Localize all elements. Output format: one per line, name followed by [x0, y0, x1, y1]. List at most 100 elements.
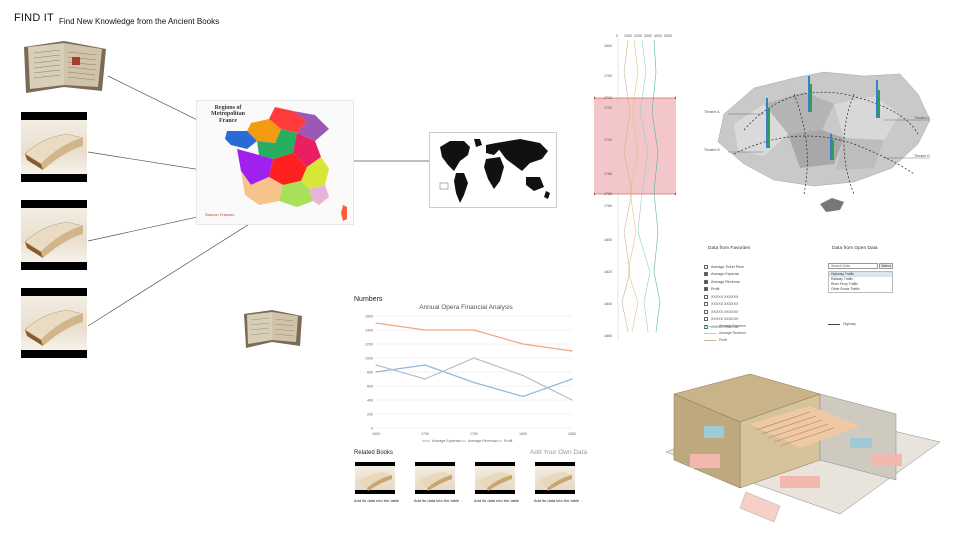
france-map-title: Regions of Metropolitan France	[211, 105, 245, 124]
checkbox-checked[interactable]	[704, 279, 708, 284]
favorites-checkbox-row[interactable]: Average Ticket Price	[704, 263, 744, 270]
book-icon	[478, 472, 512, 491]
data-point	[424, 364, 426, 366]
timeline-highlight-band	[594, 98, 676, 194]
open-data-option[interactable]: Other Route Traffic	[831, 287, 860, 291]
related-book-4[interactable]	[535, 462, 575, 494]
checkbox-label: XXXXX XXXXXX	[711, 302, 739, 306]
line-chart-svg: 0 200 400 600 800 1000 1200 1400 1600 1600 1700 175…	[365, 315, 576, 444]
favorites-data-panel: Data from Favorites Average Ticket Price…	[702, 246, 812, 346]
related-book-caption: Add its data into the table	[354, 498, 400, 503]
app-brand: FIND IT	[14, 12, 54, 24]
theatre-bars	[766, 76, 880, 160]
y-tick-label: 0	[371, 427, 373, 431]
open-data-option[interactable]: Railway Traffic	[831, 277, 853, 281]
favorites-checkbox-row[interactable]: Average Expense	[704, 271, 739, 278]
open-data-select-button[interactable]: Select	[879, 263, 893, 269]
checkbox-unchecked[interactable]	[704, 309, 708, 314]
closed-book-image	[24, 309, 85, 346]
open-book-image	[244, 310, 302, 348]
checkbox-label: XXXXX XXXXXX	[711, 324, 739, 329]
timeline-top-tick: 2000	[634, 34, 642, 38]
favorites-legend-row: Average Expense	[704, 324, 746, 328]
checkbox-unchecked[interactable]	[704, 324, 708, 329]
ancient-book-open[interactable]	[20, 35, 108, 97]
closed-book-image	[24, 221, 85, 258]
related-book-3[interactable]	[475, 462, 515, 494]
add-own-data-link[interactable]: Add Your Own Data	[530, 449, 588, 456]
favorites-checkbox-row[interactable]: XXXXX XXXXXX	[704, 323, 738, 330]
ancient-book-small[interactable]	[242, 306, 304, 352]
favorites-checkbox-row[interactable]: XXXXX XXXXXX	[704, 308, 738, 315]
world-map[interactable]	[429, 132, 557, 208]
timeline-year-tick: 1820	[604, 270, 612, 274]
open-data-options-list[interactable]: Highway Traffic Railway Traffic River Ferr…	[828, 271, 893, 293]
timeline-svg	[592, 38, 678, 340]
checkbox-label: Average Ticket Price	[711, 264, 744, 269]
numbers-label: Numbers	[354, 296, 383, 303]
checkbox-unchecked[interactable]	[704, 302, 708, 306]
favorites-checkbox-row[interactable]: Average Revenue	[704, 278, 740, 285]
y-tick-label: 1000	[365, 357, 373, 361]
ancient-book-1[interactable]	[21, 112, 87, 182]
data-point	[571, 399, 573, 401]
france-regions-map[interactable]: Regions of Metropolitan France Source: F…	[196, 100, 354, 225]
y-tick-label: 1200	[365, 343, 373, 347]
related-books-label: Related Books	[354, 450, 394, 456]
related-book-1[interactable]	[355, 462, 395, 494]
book-icon	[538, 472, 572, 491]
open-data-option[interactable]: Highway Traffic	[829, 272, 892, 277]
favorites-checkbox-row[interactable]: XXXXX XXXXXX	[704, 293, 738, 300]
legend-swatch	[828, 323, 840, 325]
checkbox-unchecked[interactable]	[704, 294, 708, 299]
legend-swatch	[704, 325, 716, 327]
legend-label: Average Revenue	[468, 439, 497, 443]
checkbox-unchecked[interactable]	[704, 264, 708, 269]
favorites-checkbox-row[interactable]: Profit	[704, 286, 719, 293]
timeline-year-tick: 1763	[604, 192, 612, 196]
timeline-year-tick: 1840	[604, 302, 612, 306]
data-point	[473, 329, 475, 331]
city-region-map[interactable]: Theatre A Theatre B Theatre C Theatre D	[704, 64, 936, 224]
y-tick-label: 200	[367, 413, 373, 417]
data-point	[424, 329, 426, 331]
theatre-label: Theatre B	[704, 148, 720, 152]
ancient-book-2[interactable]	[21, 200, 87, 270]
legend-label: Profit	[719, 338, 727, 342]
y-tick-label: 400	[367, 399, 373, 403]
data-point	[522, 343, 524, 345]
favorites-checkbox-row[interactable]: XXXXX XXXXXX	[704, 316, 738, 323]
opera-house-cutaway[interactable]	[660, 364, 948, 524]
legend-label: Average Expense	[719, 324, 746, 328]
timeline-year-tick: 1712	[604, 96, 612, 100]
checkbox-checked[interactable]	[704, 287, 708, 291]
open-data-search-input[interactable]: Search Data	[828, 263, 878, 269]
opera-financial-chart: Annual Opera Financial Analysis 0 200 400 6…	[352, 300, 580, 446]
theatre-label: Theatre D	[914, 154, 930, 158]
app-tagline: Find New Knowledge from the Ancient Book…	[59, 17, 220, 26]
timeline-year-tick: 1720	[604, 106, 612, 110]
open-data-option[interactable]: River Ferry Traffic	[831, 282, 858, 286]
theatre-label: Theatre C	[914, 116, 930, 120]
checkbox-label: XXXXX XXXXXX	[711, 317, 739, 321]
open-data-legend: Highway	[828, 322, 856, 326]
ancient-book-3[interactable]	[21, 288, 87, 358]
legend-label: Profit	[504, 439, 512, 443]
data-point	[375, 364, 377, 366]
timeline-year-tick: 1700	[604, 74, 612, 78]
timeline-year-tick: 1800	[604, 238, 612, 242]
x-tick-label: 1800	[519, 432, 527, 436]
checkbox-unchecked[interactable]	[704, 317, 708, 321]
related-book-2[interactable]	[415, 462, 455, 494]
y-tick-label: 1600	[365, 315, 373, 319]
favorites-checkbox-row[interactable]: XXXXX XXXXXX	[704, 301, 738, 308]
favorites-title: Data from Favorites	[708, 246, 751, 251]
checkbox-checked[interactable]	[704, 272, 708, 276]
book-icon	[358, 472, 392, 491]
checkbox-label: Profit	[711, 287, 720, 291]
timeline-top-tick: 0	[616, 34, 618, 38]
timeline-year-tick: 1740	[604, 138, 612, 142]
timeline-parallel-chart[interactable]: 0 1000 2000 3000 4000 5000 1600 1700 171…	[592, 32, 678, 344]
x-tick-label: 1750	[470, 432, 478, 436]
data-point	[522, 374, 524, 377]
